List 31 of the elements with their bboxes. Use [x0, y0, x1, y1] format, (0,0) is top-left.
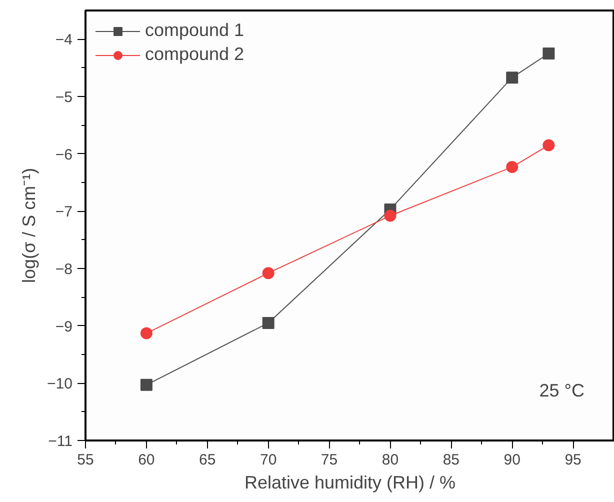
y-tick-label: −4 — [55, 32, 73, 49]
y-tick-label: −7 — [55, 204, 73, 221]
y-tick-label: −9 — [55, 318, 73, 336]
x-tick-label: 65 — [199, 452, 216, 468]
point — [262, 267, 274, 280]
point — [262, 316, 274, 329]
x-tick-label: 90 — [504, 452, 520, 468]
x-tick-label: 75 — [320, 452, 338, 468]
y-tick-label: −6 — [55, 146, 73, 164]
point — [506, 72, 518, 84]
point — [542, 48, 555, 60]
point — [140, 327, 152, 340]
x-tick-label: 55 — [77, 452, 94, 468]
annotation: 25 °C — [539, 380, 585, 400]
y-axis-title: log(σ / S cm⁻¹) — [19, 168, 40, 284]
x-tick-label: 85 — [442, 452, 460, 468]
legend-label: compound 2 — [145, 44, 244, 65]
y-tick-label: −11 — [48, 433, 73, 450]
y-tick-label: −10 — [47, 376, 73, 393]
x-axis-title: Relative humidity (RH) / % — [244, 472, 456, 492]
legend-label: compound 1 — [145, 20, 244, 41]
x-tick-label: 80 — [382, 452, 399, 468]
point — [140, 378, 152, 391]
point — [506, 161, 518, 174]
y-tick-label: −5 — [55, 89, 73, 106]
y-tick-label: −8 — [55, 261, 73, 278]
x-tick-label: 60 — [138, 452, 155, 468]
point — [384, 210, 396, 222]
x-tick-label: 95 — [564, 452, 582, 468]
x-tick-label: 70 — [260, 452, 277, 468]
point — [542, 139, 555, 152]
